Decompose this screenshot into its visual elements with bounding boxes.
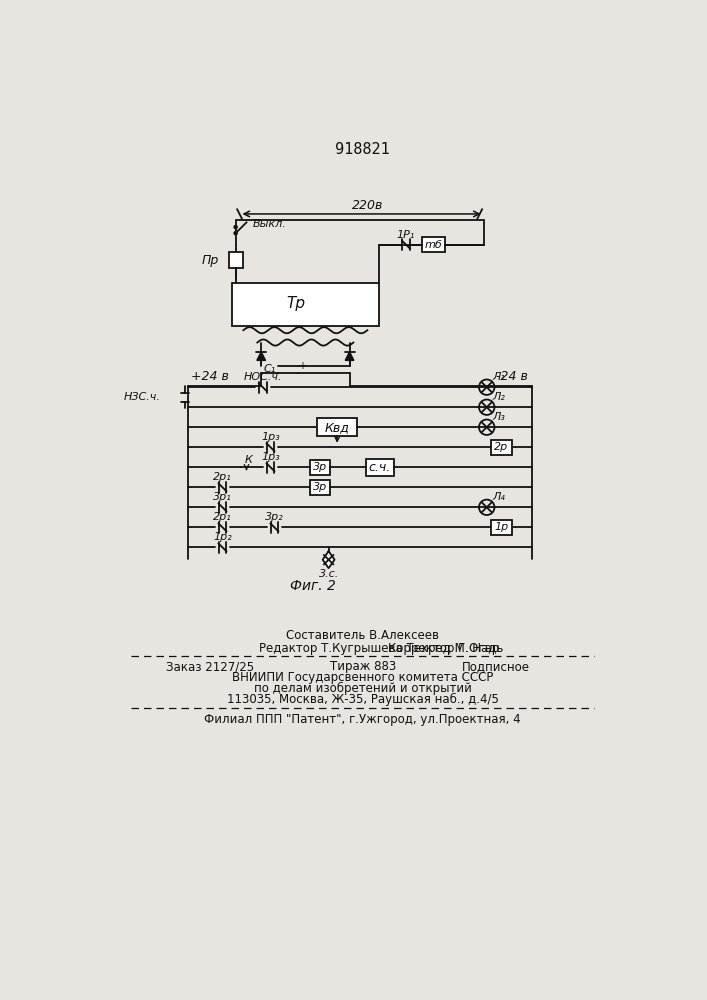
Text: 2р₁: 2р₁: [213, 512, 232, 522]
Text: Л₄: Л₄: [493, 492, 506, 502]
Text: К: К: [245, 455, 253, 465]
Bar: [310, 480, 330, 495]
Bar: [491, 440, 512, 455]
Bar: [310, 460, 330, 475]
Text: 3р₂: 3р₂: [265, 512, 284, 522]
Text: НОС.ч.: НОС.ч.: [243, 372, 282, 382]
Text: Л₁: Л₁: [493, 372, 506, 382]
Text: Редактор Т.Кугрышева Техред М. Надь: Редактор Т.Кугрышева Техред М. Надь: [259, 642, 503, 655]
Bar: [317, 418, 357, 436]
Text: Пр: Пр: [201, 254, 218, 267]
Text: 3р: 3р: [313, 462, 327, 472]
Text: с.ч.: с.ч.: [368, 461, 391, 474]
Text: +: +: [298, 361, 306, 371]
Text: 3р: 3р: [313, 482, 327, 492]
Text: mб: mб: [424, 240, 442, 250]
Bar: [491, 520, 512, 535]
Text: 1Р₁: 1Р₁: [397, 230, 415, 240]
Text: 1р: 1р: [494, 522, 508, 532]
Polygon shape: [322, 551, 334, 568]
Text: по делам изобретений и открытий: по делам изобретений и открытий: [254, 682, 472, 695]
Text: 1р₃: 1р₃: [261, 432, 280, 442]
Circle shape: [234, 225, 237, 229]
Text: НЗС.ч.: НЗС.ч.: [124, 392, 160, 402]
Text: Заказ 2127/25: Заказ 2127/25: [166, 660, 254, 673]
Bar: [421, 237, 445, 252]
Text: 918821: 918821: [335, 142, 390, 157]
Text: Фиг. 2: Фиг. 2: [290, 579, 336, 593]
Text: 2р₁: 2р₁: [213, 472, 232, 482]
Polygon shape: [345, 352, 354, 360]
Text: Квд: Квд: [325, 421, 349, 434]
Text: 1р₃: 1р₃: [261, 452, 280, 462]
Text: Филиал ППП "Патент", г.Ужгород, ул.Проектная, 4: Филиал ППП "Патент", г.Ужгород, ул.Проек…: [204, 713, 521, 726]
Text: -24 в: -24 в: [496, 370, 528, 383]
Bar: [366, 459, 394, 476]
Text: Подписное: Подписное: [462, 660, 530, 673]
Bar: [228, 252, 243, 268]
Polygon shape: [257, 352, 266, 360]
Text: 3.с.: 3.с.: [318, 569, 339, 579]
Text: 1р₂: 1р₂: [213, 532, 232, 542]
Text: 2р: 2р: [494, 442, 508, 452]
Text: Л₂: Л₂: [493, 392, 506, 402]
Text: 113035, Москва, Ж-35, Раушская наб., д.4/5: 113035, Москва, Ж-35, Раушская наб., д.4…: [227, 692, 498, 706]
Text: +24 в: +24 в: [192, 370, 229, 383]
Text: Выкл.: Выкл.: [252, 219, 286, 229]
Circle shape: [234, 232, 237, 235]
Text: Тр: Тр: [286, 296, 305, 311]
Text: ВНИИПИ Государсвенного комитета СССР: ВНИИПИ Государсвенного комитета СССР: [232, 671, 493, 684]
Text: Составитель В.Алексеев: Составитель В.Алексеев: [286, 629, 439, 642]
Bar: [232, 283, 379, 326]
Text: 3р₁: 3р₁: [213, 492, 232, 502]
Text: Л₃: Л₃: [493, 412, 506, 422]
Text: Корректор Г.Огар: Корректор Г.Огар: [388, 642, 499, 655]
Text: 220в: 220в: [351, 199, 383, 212]
Text: С₁: С₁: [264, 364, 276, 374]
Text: Тираж 883: Тираж 883: [329, 660, 396, 673]
